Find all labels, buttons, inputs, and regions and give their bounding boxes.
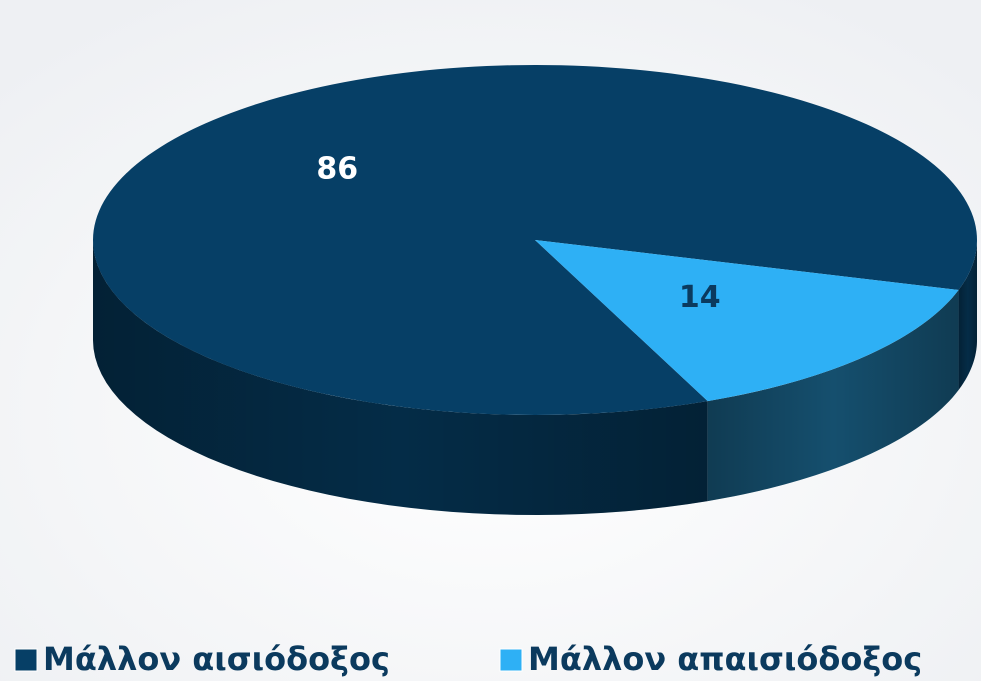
side-shade: [93, 240, 708, 515]
side-shade: [958, 240, 977, 390]
slice: [535, 240, 959, 402]
legend-swatch: [499, 648, 523, 672]
pie: 86 14: [92, 65, 977, 515]
legend: Μάλλον αισιόδοξος Μάλλον απαισιόδοξος: [14, 640, 922, 678]
legend-label: Μάλλον αισιόδοξος: [43, 640, 390, 678]
legend-label: Μάλλον απαισιόδοξος: [528, 640, 922, 678]
data-label: 14: [679, 280, 721, 315]
side-shade: [707, 289, 959, 502]
legend-swatch: [14, 648, 38, 672]
data-label: 86: [316, 152, 358, 187]
